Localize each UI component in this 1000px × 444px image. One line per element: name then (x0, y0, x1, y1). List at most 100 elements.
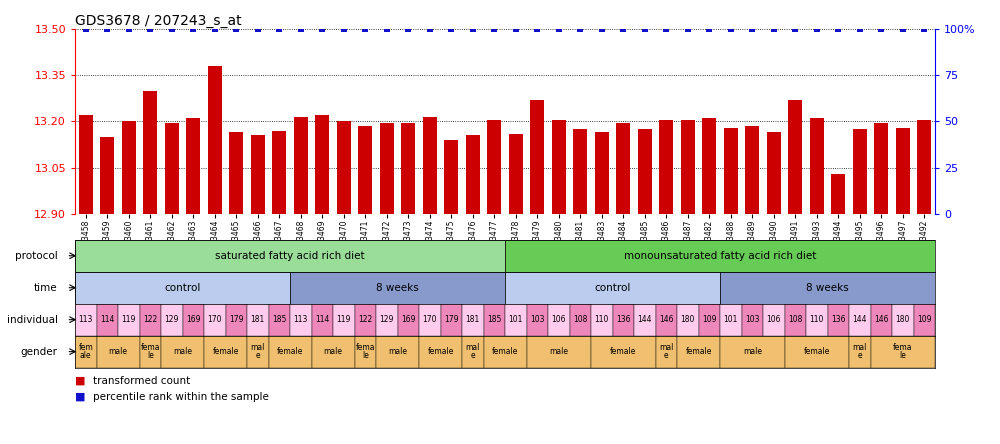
Text: time: time (34, 283, 58, 293)
Text: protocol: protocol (15, 251, 58, 261)
Text: 144: 144 (638, 315, 652, 324)
Point (336, 25, 352, 32)
Text: 122: 122 (143, 315, 157, 324)
Point (830, 25, 846, 32)
Point (379, 25, 395, 32)
Bar (161, 304, 182, 336)
Text: female: female (277, 347, 303, 356)
Point (164, 25, 180, 32)
Bar (143, 91, 157, 214)
Bar (75, 272, 290, 304)
Bar (828, 304, 849, 336)
Text: 185: 185 (487, 315, 501, 324)
Point (250, 25, 266, 32)
Bar (612, 304, 634, 336)
Text: 119: 119 (122, 315, 136, 324)
Point (99, 25, 115, 32)
Bar (358, 126, 372, 214)
Bar (914, 304, 935, 336)
Bar (681, 120, 695, 214)
Text: 129: 129 (380, 315, 394, 324)
Bar (290, 272, 505, 304)
Text: male: male (743, 347, 762, 356)
Bar (96, 304, 118, 336)
Point (465, 25, 481, 32)
Text: mal
e: mal e (659, 343, 673, 360)
Bar (810, 119, 824, 214)
Bar (290, 304, 312, 336)
Text: control: control (594, 283, 631, 293)
Text: ■: ■ (75, 392, 86, 402)
Point (895, 25, 911, 32)
Bar (100, 137, 114, 214)
Point (658, 25, 674, 32)
Text: 101: 101 (509, 315, 523, 324)
Text: male: male (108, 347, 128, 356)
Bar (315, 115, 329, 214)
Text: saturated fatty acid rich diet: saturated fatty acid rich diet (215, 251, 365, 261)
Bar (874, 123, 888, 214)
Bar (767, 132, 781, 214)
Point (551, 25, 567, 32)
Bar (570, 304, 591, 336)
Bar (917, 120, 931, 214)
Text: 113: 113 (79, 315, 93, 324)
Bar (312, 336, 354, 368)
Text: male: male (173, 347, 192, 356)
Bar (656, 336, 677, 368)
Point (701, 25, 717, 32)
Point (142, 25, 158, 32)
Bar (401, 123, 415, 214)
Bar (720, 272, 935, 304)
Bar (337, 122, 351, 214)
Point (314, 25, 330, 32)
Bar (638, 129, 652, 214)
Bar (268, 336, 312, 368)
Point (852, 25, 868, 32)
Bar (466, 135, 480, 214)
Text: female: female (427, 347, 454, 356)
Text: 109: 109 (702, 315, 716, 324)
Text: control: control (164, 283, 201, 293)
Text: 110: 110 (810, 315, 824, 324)
Text: percentile rank within the sample: percentile rank within the sample (93, 392, 269, 402)
Text: female: female (610, 347, 636, 356)
Point (916, 25, 932, 32)
Bar (505, 272, 720, 304)
Bar (268, 304, 290, 336)
Bar (140, 336, 161, 368)
Text: male: male (324, 347, 342, 356)
Bar (204, 304, 226, 336)
Text: 146: 146 (874, 315, 889, 324)
Point (873, 25, 889, 32)
Bar (140, 304, 161, 336)
Point (594, 25, 610, 32)
Text: fema
le: fema le (356, 343, 375, 360)
Point (508, 25, 524, 32)
Bar (548, 304, 570, 336)
Text: GDS3678 / 207243_s_at: GDS3678 / 207243_s_at (75, 14, 242, 28)
Text: female: female (685, 347, 712, 356)
Text: mal
e: mal e (853, 343, 867, 360)
Bar (526, 336, 591, 368)
Bar (526, 304, 548, 336)
Bar (784, 304, 806, 336)
Bar (79, 115, 93, 214)
Text: 122: 122 (358, 315, 372, 324)
Bar (75, 304, 96, 336)
Bar (376, 304, 398, 336)
Bar (509, 134, 523, 214)
Text: 169: 169 (186, 315, 200, 324)
Point (443, 25, 459, 32)
Text: monounsaturated fatty acid rich diet: monounsaturated fatty acid rich diet (624, 251, 816, 261)
Text: 146: 146 (659, 315, 674, 324)
Point (293, 25, 309, 32)
Bar (419, 336, 462, 368)
Bar (849, 336, 870, 368)
Point (615, 25, 631, 32)
Text: 119: 119 (337, 315, 351, 324)
Text: 136: 136 (616, 315, 631, 324)
Bar (272, 131, 286, 214)
Bar (853, 129, 867, 214)
Bar (208, 66, 222, 214)
